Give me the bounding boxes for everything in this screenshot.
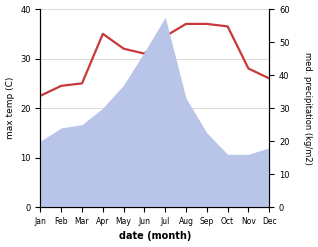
Y-axis label: max temp (C): max temp (C) bbox=[5, 77, 15, 139]
Y-axis label: med. precipitation (kg/m2): med. precipitation (kg/m2) bbox=[303, 52, 313, 165]
X-axis label: date (month): date (month) bbox=[119, 231, 191, 242]
